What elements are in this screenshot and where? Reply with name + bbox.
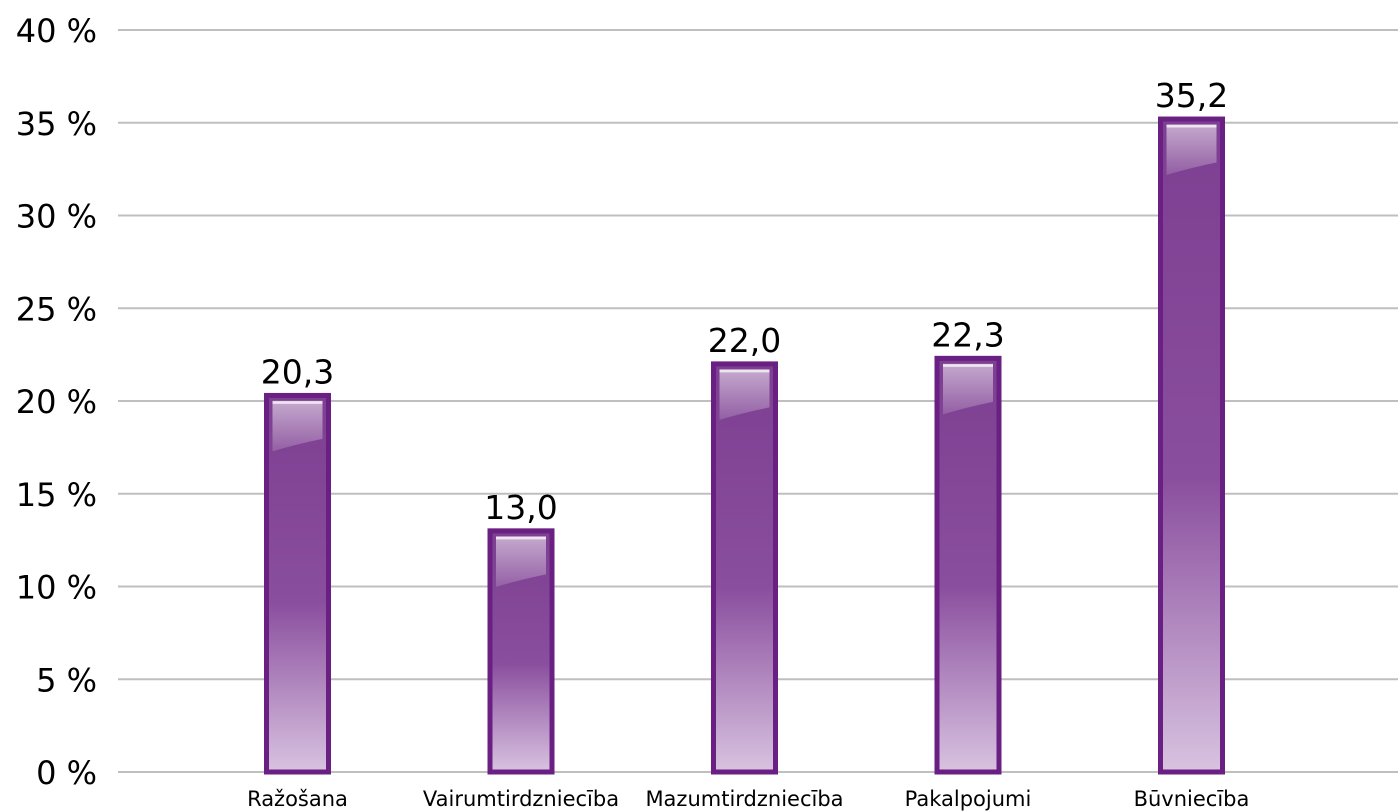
x-tick-label: Ražošana (247, 787, 348, 811)
x-tick-label: Mazumtirdzniecība (645, 787, 843, 811)
bar-highlight (1166, 125, 1217, 176)
bar (711, 361, 778, 775)
bar (264, 392, 331, 775)
y-tick-label: 40 % (16, 12, 97, 50)
bar-body (934, 355, 1002, 775)
bar (934, 355, 1002, 775)
y-tick-label: 0 % (36, 754, 97, 792)
y-tick-label: 20 % (16, 383, 97, 421)
y-tick-label: 25 % (16, 290, 97, 328)
y-tick-label: 30 % (16, 198, 97, 236)
data-label: 20,3 (261, 352, 334, 391)
y-tick-label: 5 % (36, 661, 97, 699)
bar (487, 528, 555, 775)
y-tick-label: 15 % (16, 476, 97, 514)
y-axis-ticks: 0 % 5 % 10 % 15 % 20 % 25 % 30 % 35 % 40 % (16, 12, 97, 792)
y-tick-label: 10 % (16, 569, 97, 607)
bar-body (1158, 116, 1225, 775)
data-label: 22,3 (931, 315, 1004, 354)
bar-highlight (496, 536, 546, 587)
data-label: 13,0 (484, 488, 557, 527)
bar-highlight (943, 364, 993, 415)
bar-body (711, 361, 778, 775)
bar-highlight (272, 401, 323, 452)
y-tick-label: 35 % (16, 105, 97, 143)
x-tick-label: Vairumtirdzniecība (423, 787, 619, 811)
x-tick-label: Būvniecība (1134, 787, 1250, 811)
data-label: 22,0 (708, 321, 781, 360)
data-labels: 20,3 13,0 22,0 22,3 35,2 (261, 76, 1228, 527)
bar (1158, 116, 1225, 775)
data-label: 35,2 (1155, 76, 1228, 115)
x-axis-ticks: Ražošana Vairumtirdzniecība Mazumtirdzniec… (247, 787, 1249, 811)
bar-highlight (719, 369, 770, 420)
x-tick-label: Pakalpojumi (905, 787, 1032, 811)
bar-body (264, 392, 331, 775)
bars (264, 116, 1225, 775)
